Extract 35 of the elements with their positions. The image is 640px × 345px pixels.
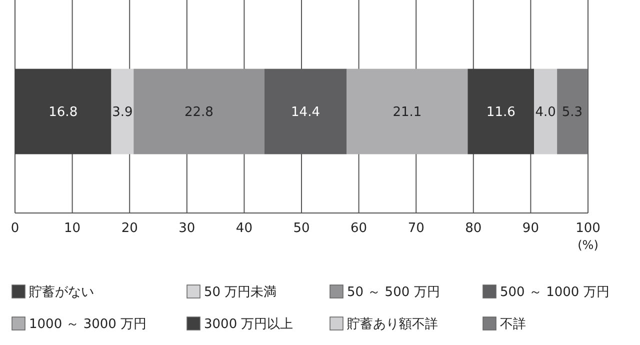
- bar: [15, 68, 112, 154]
- legend-label: 50 万円未満: [204, 285, 277, 300]
- x-tick-label: 40: [236, 221, 252, 236]
- legend-label: 1000 ～ 3000 万円: [29, 317, 147, 332]
- bar: [534, 68, 558, 154]
- bar: [111, 68, 134, 154]
- x-tick-label: 10: [64, 221, 81, 236]
- legend-label: 3000 万円以上: [204, 317, 294, 332]
- legend-label: 50 ～ 500 万円: [347, 285, 440, 300]
- data-label: 16.8: [48, 105, 78, 120]
- bar: [557, 68, 588, 154]
- bar: [346, 68, 468, 154]
- x-tick-label: 30: [178, 221, 196, 236]
- x-tick-label: 90: [522, 221, 539, 236]
- x-tick-label: 50: [293, 221, 310, 236]
- x-tick-label: 70: [408, 221, 424, 236]
- x-axis-title: (%): [578, 238, 598, 252]
- legend-label: 貯蓄あり額不詳: [347, 317, 438, 332]
- bar: [468, 68, 534, 154]
- bar: [134, 68, 264, 154]
- data-label: 11.6: [486, 105, 516, 120]
- data-label: 3.9: [112, 105, 133, 120]
- x-tick-label: 80: [465, 221, 482, 236]
- legend-label: 不詳: [500, 317, 526, 332]
- data-label: 22.8: [184, 105, 214, 120]
- x-tick-label: 0: [10, 221, 20, 236]
- x-tick-label: 20: [121, 221, 138, 236]
- x-tick-label: 60: [350, 221, 368, 236]
- legend-label: 500 ～ 1000 万円: [500, 285, 610, 300]
- data-label: 21.1: [392, 105, 422, 120]
- x-tick-label: 100: [576, 221, 600, 236]
- data-label: 4.0: [535, 105, 556, 120]
- data-label: 5.3: [562, 105, 583, 120]
- data-label: 14.4: [291, 105, 320, 120]
- legend-label: 貯蓄がない: [29, 285, 94, 300]
